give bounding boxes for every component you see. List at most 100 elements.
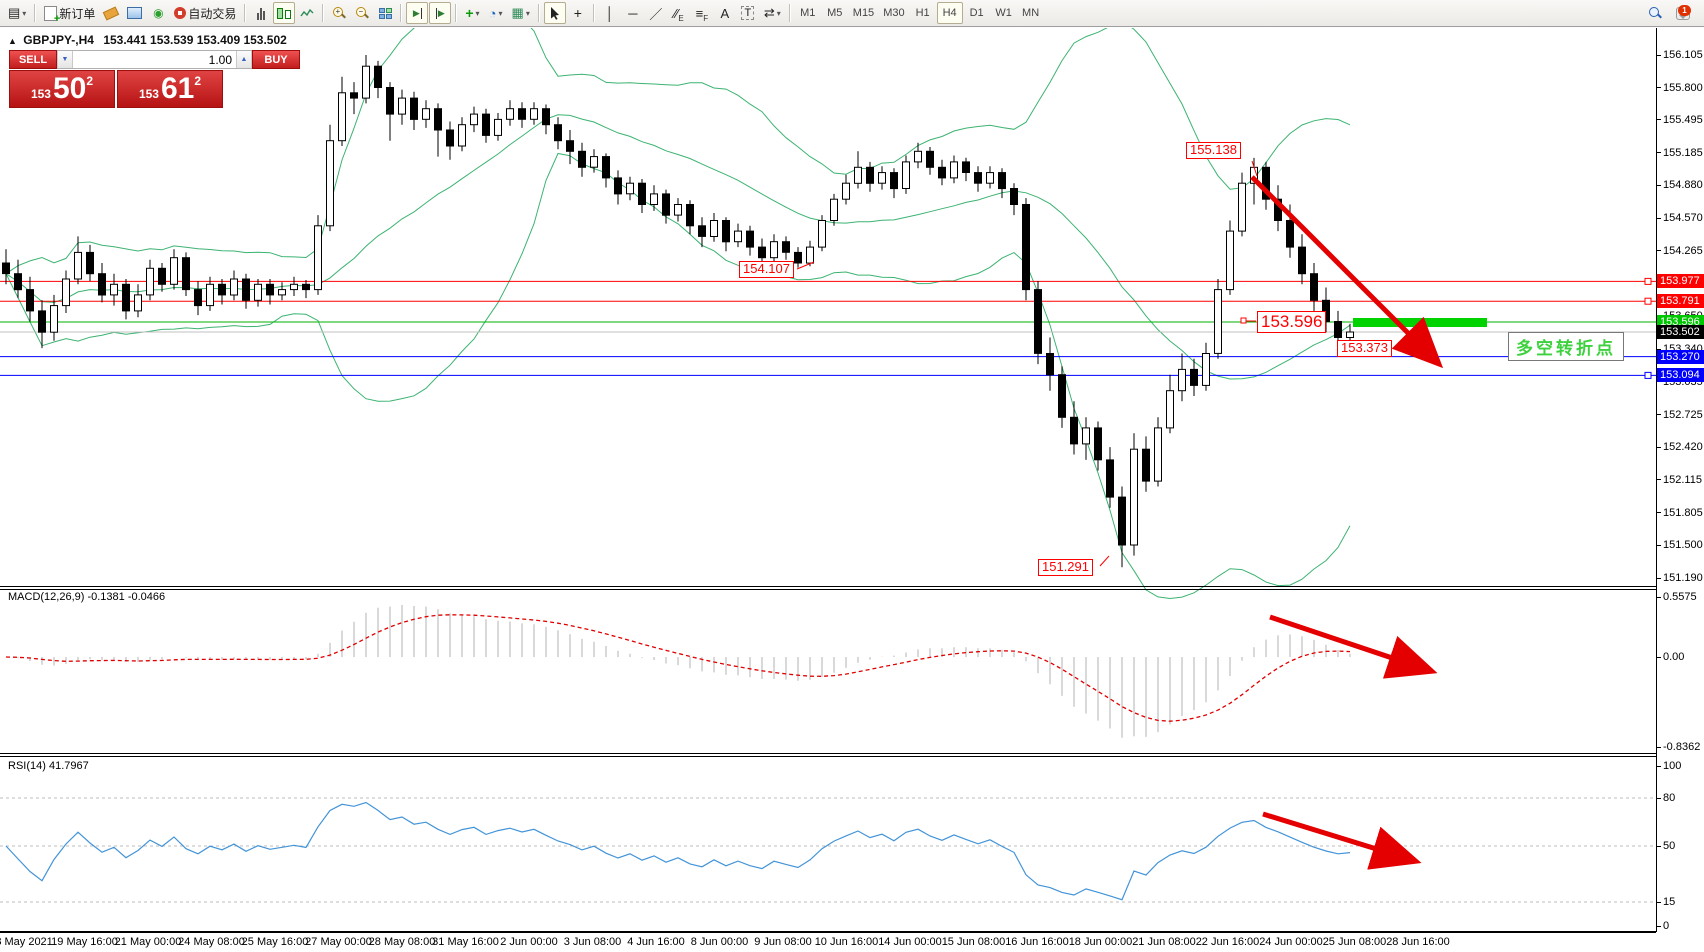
timeframe-d1[interactable]: D1: [964, 2, 990, 24]
highlighter-icon: [103, 5, 120, 21]
volume-increase-button[interactable]: ▲: [236, 51, 252, 68]
zoom-out-icon: −: [355, 6, 369, 20]
tile-windows-icon: [378, 7, 392, 19]
timeframe-mn[interactable]: MN: [1018, 2, 1044, 24]
channel-tool-button[interactable]: ∕∕ E: [668, 2, 690, 24]
timeframe-m5[interactable]: M5: [822, 2, 848, 24]
indicator-tick: 100: [1657, 760, 1681, 772]
bar-chart-button[interactable]: [250, 2, 272, 24]
terminal-icon: [127, 7, 143, 19]
autotrading-icon: [174, 7, 187, 19]
scroll-to-end-button[interactable]: ▶: [406, 2, 429, 24]
sell-button[interactable]: SELL: [9, 50, 57, 69]
arrows-tool-button[interactable]: ⇄ ▾: [760, 2, 785, 24]
buy-button[interactable]: BUY: [252, 50, 300, 69]
sell-price-small: 153: [30, 87, 51, 101]
fibonacci-tool-button[interactable]: ≡ F: [691, 2, 713, 24]
horizontal-line-tool-button[interactable]: ─: [622, 2, 644, 24]
search-button[interactable]: [1644, 2, 1666, 24]
sell-price-sup: 2: [86, 74, 94, 88]
new-order-button[interactable]: 新订单: [40, 2, 99, 25]
timeframe-m15[interactable]: M15: [849, 2, 878, 24]
arrows-icon: ⇄: [763, 5, 775, 20]
notifications-button[interactable]: 1: [1672, 2, 1694, 24]
price-tick: 152.725: [1657, 409, 1703, 421]
crosshair-tool-button[interactable]: +: [567, 2, 589, 24]
turning-point-note[interactable]: 多空转折点: [1508, 332, 1624, 361]
date-tick: 19 May 16:00: [51, 936, 118, 948]
horizontal-line-icon: ─: [628, 5, 638, 21]
chevron-down-icon: ▾: [475, 8, 480, 18]
price-marker-153.094: 153.094: [1657, 368, 1704, 383]
collapse-triangle-icon[interactable]: ▲: [8, 36, 17, 46]
price-callout-153.596[interactable]: 153.596: [1257, 311, 1327, 333]
price-tick: 152.420: [1657, 441, 1703, 453]
volume-decrease-button[interactable]: ▼: [57, 51, 73, 68]
timeframe-h1[interactable]: H1: [910, 2, 936, 24]
chart-shift-icon: ▶: [435, 7, 445, 19]
price-marker-153.502: 153.502: [1657, 325, 1704, 339]
candlestick-chart-button[interactable]: [273, 2, 296, 24]
indicators-button[interactable]: + ▾: [461, 2, 483, 24]
trade-panel-price-row: 153 50 2 153 61 2: [9, 70, 223, 108]
buy-price-sup: 2: [194, 74, 202, 88]
autotrading-label: 自动交易: [188, 6, 237, 21]
vertical-line-tool-button[interactable]: │: [599, 2, 621, 24]
price-tick: 151.190: [1657, 572, 1703, 584]
date-tick: 8 Jun 00:00: [690, 936, 749, 948]
ohlc-label: 153.441 153.539 153.409 153.502: [103, 33, 287, 47]
chevron-down-icon: ▾: [498, 8, 503, 18]
terminal-button[interactable]: [123, 2, 146, 24]
line-chart-button[interactable]: [296, 2, 318, 24]
sell-price-button[interactable]: 153 50 2: [9, 70, 115, 108]
date-tick: 25 May 16:00: [241, 936, 309, 948]
price-tick: 155.185: [1657, 147, 1703, 159]
date-tick: 3 Jun 08:00: [563, 936, 622, 948]
price-tick: 155.495: [1657, 114, 1703, 126]
candlestick-icon: [277, 6, 292, 20]
toolbar-right-group: 1: [1644, 2, 1700, 24]
timeframe-m30[interactable]: M30: [879, 2, 908, 24]
text-label-tool-button[interactable]: T: [737, 2, 759, 24]
text-tool-button[interactable]: A: [714, 2, 736, 24]
timeframe-h4[interactable]: H4: [936, 2, 963, 24]
channel-icon: ∕∕: [674, 5, 679, 21]
chart-profile-button[interactable]: ▤ ▾: [4, 2, 30, 24]
chart-shift-button[interactable]: ▶: [429, 2, 452, 24]
toolbar-separator: [537, 4, 540, 22]
trendline-tool-button[interactable]: ／: [645, 2, 667, 24]
signals-button[interactable]: ◉: [147, 2, 169, 24]
autotrading-button[interactable]: 自动交易: [170, 2, 240, 24]
bar-chart-icon: [257, 7, 266, 20]
date-tick: 31 May 16:00: [432, 936, 499, 948]
date-tick: 2 Jun 00:00: [500, 936, 558, 948]
periods-button[interactable]: ◔ ▾: [485, 2, 507, 24]
template-icon: ▦: [511, 5, 524, 20]
zoom-in-icon: +: [332, 6, 346, 20]
new-order-icon: [44, 5, 60, 25]
timeframe-m1[interactable]: M1: [795, 2, 821, 24]
zoom-out-button[interactable]: −: [351, 2, 373, 24]
chart-canvas[interactable]: [0, 28, 1656, 951]
indicator-tick: 15: [1657, 896, 1675, 908]
zoom-in-button[interactable]: +: [328, 2, 350, 24]
add-indicator-icon: +: [465, 5, 474, 21]
timeframe-w1[interactable]: W1: [991, 2, 1017, 24]
templates-button[interactable]: ▦ ▾: [508, 2, 534, 24]
highlighter-button[interactable]: [100, 2, 122, 24]
price-tick: 152.115: [1657, 474, 1702, 486]
buy-price-button[interactable]: 153 61 2: [117, 70, 223, 108]
indicator-tick: 80: [1657, 792, 1675, 804]
buy-price-small: 153: [138, 87, 159, 101]
price-callout-153.373[interactable]: 153.373: [1337, 340, 1392, 357]
price-callout-151.291[interactable]: 151.291: [1038, 559, 1093, 576]
signal-icon: ◉: [153, 6, 164, 20]
chevron-down-icon: ▾: [525, 8, 530, 18]
price-callout-155.138[interactable]: 155.138: [1186, 142, 1241, 159]
tile-windows-button[interactable]: [374, 2, 396, 24]
clock-icon: ◔: [488, 5, 497, 21]
volume-input[interactable]: [73, 51, 236, 68]
price-callout-154.107[interactable]: 154.107: [739, 261, 794, 278]
cursor-tool-button[interactable]: [543, 2, 566, 24]
